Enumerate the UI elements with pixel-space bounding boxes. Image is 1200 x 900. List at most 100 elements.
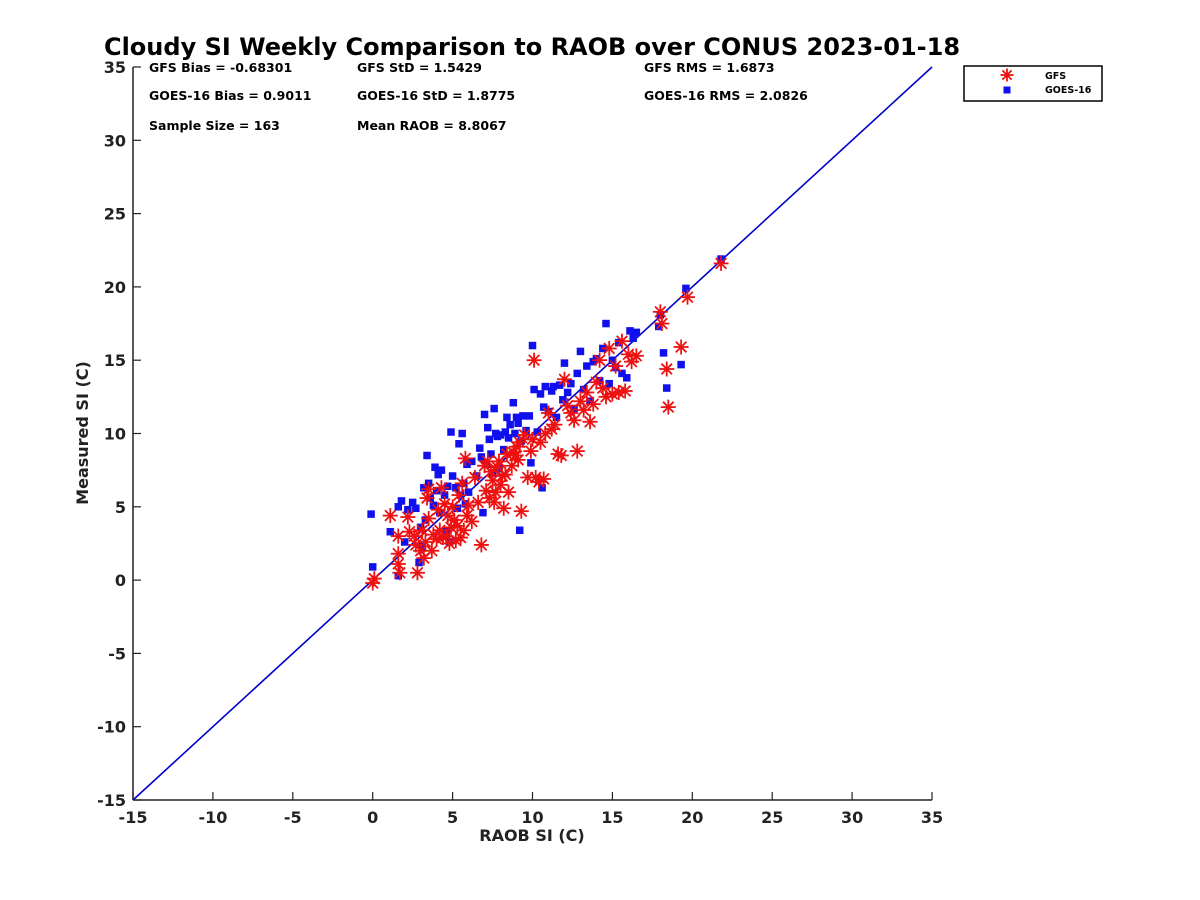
x-tick-label: 0 (367, 808, 378, 827)
goes16-point (552, 413, 561, 422)
goes16-point (506, 420, 514, 429)
goes16-point (528, 341, 537, 350)
legend-label-goes: GOES-16 (1045, 85, 1092, 96)
goes16-point (487, 450, 495, 458)
gfs-point (390, 528, 406, 544)
goes16-point (629, 334, 637, 342)
y-tick-label: 10 (104, 425, 126, 444)
gfs-point (513, 503, 529, 519)
gfs-point (382, 508, 398, 524)
goes16-point (394, 503, 403, 511)
goes16-point (447, 428, 455, 436)
goes16-point (485, 435, 494, 444)
goes16-point (682, 284, 690, 293)
goes16-point (509, 398, 518, 407)
y-tick-label: 5 (115, 498, 126, 517)
gfs-point (424, 543, 440, 559)
points-layer (365, 255, 729, 591)
gfs-point (523, 443, 539, 459)
goes16-point (536, 390, 545, 398)
gfs-point (553, 447, 569, 463)
x-tick-label: 10 (521, 808, 543, 827)
gfs-point (585, 396, 601, 412)
gfs-point (540, 405, 556, 421)
goes16-point (367, 510, 375, 518)
gfs-point (673, 339, 689, 355)
y-tick-label: 20 (104, 278, 126, 297)
legend-label-gfs: GFS (1045, 71, 1066, 82)
goes16-point (400, 538, 409, 546)
goes16-point (514, 419, 522, 427)
gfs-point (496, 500, 512, 516)
x-tick-label: 15 (601, 808, 623, 827)
x-tick-label: 30 (841, 808, 863, 827)
gfs-point (556, 371, 572, 387)
y-tick-label: -5 (108, 644, 126, 663)
x-tick-label: -5 (284, 808, 302, 827)
gfs-point (392, 565, 408, 581)
gfs-point (659, 361, 675, 377)
stat-gfs-std: GFS StD = 1.5429 (357, 60, 482, 75)
gfs-point (497, 467, 513, 483)
gfs-point (569, 443, 585, 459)
chart-title: Cloudy SI Weekly Comparison to RAOB over… (104, 33, 960, 61)
goes16-point (605, 379, 613, 388)
gfs-point (366, 571, 382, 587)
goes16-point (527, 459, 535, 467)
goes16-point (626, 327, 634, 335)
gfs-point (457, 450, 473, 466)
goes16-point (503, 413, 511, 422)
goes16-point (677, 360, 685, 369)
goes16-point (515, 526, 524, 535)
gfs-point (461, 497, 477, 513)
goes16-point (592, 354, 601, 363)
gfs-point (414, 522, 430, 538)
goes16-point (452, 483, 460, 492)
goes16-point (632, 328, 641, 337)
y-tick-label: 15 (104, 351, 126, 370)
goes16-point (448, 472, 457, 480)
legend-gfs-asterisk (1000, 68, 1014, 82)
gfs-point (680, 289, 696, 305)
goes16-point (416, 523, 425, 532)
goes16-point (386, 527, 395, 536)
goes16-point (538, 483, 546, 492)
goes16-point (480, 410, 489, 419)
goes16-point (437, 466, 446, 474)
y-tick-label: 0 (115, 571, 126, 590)
legend[interactable]: GFS GOES-16 (963, 65, 1103, 102)
gfs-point (451, 487, 467, 503)
gfs-point (445, 499, 461, 515)
y-tick-label: 30 (104, 131, 126, 150)
gfs-point (409, 565, 425, 581)
legend-marker-goes (1003, 86, 1011, 94)
goes16-point (512, 413, 521, 422)
goes16-point (436, 508, 444, 517)
goes16-point (461, 500, 470, 508)
stat-goes-rms: GOES-16 RMS = 2.0826 (644, 88, 808, 103)
ticks-layer: -15 -10 -5 0 5 10 15 20 25 30 35 -15 -10 -5 0 5 10 15 20 25… (97, 58, 943, 827)
stat-mean-raob: Mean RAOB = 8.8067 (357, 118, 506, 133)
goes16-point (615, 338, 623, 347)
x-tick-label: -15 (119, 808, 148, 827)
y-tick-label: 35 (104, 58, 126, 77)
gfs-point (601, 340, 617, 356)
gfs-point (433, 480, 449, 496)
goes16-point (501, 428, 510, 436)
x-tick-label: 25 (761, 808, 783, 827)
gfs-point (501, 484, 517, 500)
goes16-point (555, 381, 564, 389)
goes16-point (525, 412, 534, 420)
goes16-point (522, 426, 530, 435)
goes16-point (440, 491, 449, 499)
goes16-point (463, 460, 471, 469)
gfs-point (473, 537, 489, 553)
goes16-point (659, 349, 668, 357)
legend-goes-square (1003, 86, 1011, 94)
stat-sample-size: Sample Size = 163 (149, 118, 280, 133)
x-tick-label: 35 (921, 808, 943, 827)
stat-goes-bias: GOES-16 Bias = 0.9011 (149, 88, 311, 103)
goes16-point (394, 571, 403, 580)
stat-gfs-bias: GFS Bias = -0.68301 (149, 60, 292, 75)
